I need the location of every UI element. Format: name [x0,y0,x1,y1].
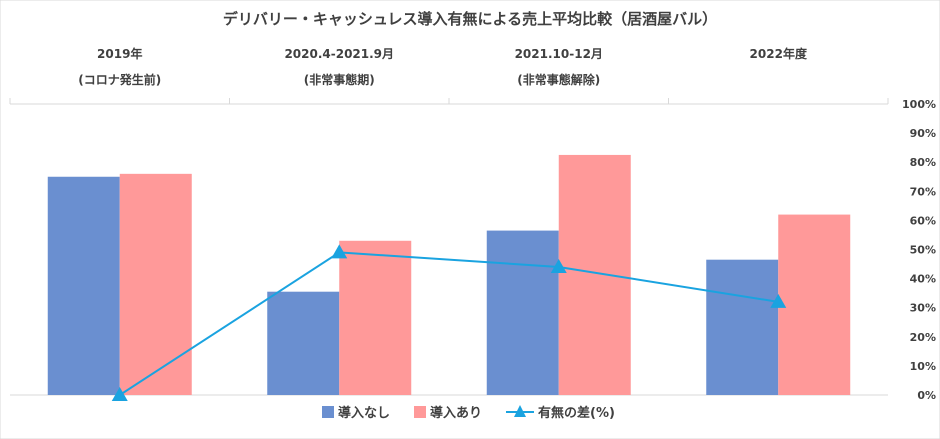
difference-marker [331,244,348,259]
legend-swatch [322,406,334,418]
category-label: (コロナ発生前) [78,72,161,87]
category-axis-ticks [9,98,889,104]
legend-label: 有無の差(%) [538,405,615,421]
bar-with [119,173,192,395]
y-tick-label: 10% [910,360,936,373]
legend-label: 導入なし [338,405,390,421]
category-label: 2019年 [97,46,142,61]
y-tick-label: 50% [910,244,936,257]
y-tick-label: 80% [910,156,936,169]
y-tick-label: 0% [917,389,936,402]
legend-item: 有無の差(%) [506,405,615,421]
y-tick-label: 100% [902,98,936,111]
bars [47,154,851,395]
difference-marker [550,258,567,273]
difference-marker [770,293,787,308]
y-tick-label: 60% [910,214,936,227]
legend-swatch [414,406,426,418]
bar-with [339,240,412,395]
bar-without [486,230,559,395]
category-label: 2021.10-12月 [515,47,603,61]
y-axis-ticks: 0% 10% 20% 30% 40% 50% 60% 70% 80% 90% 100% [902,98,936,402]
difference-line-path [119,251,779,396]
category-labels: 2019年 (コロナ発生前) 2020.4-2021.9月 (非常事態期) 2021.1… [78,46,808,87]
bar-with [558,154,631,395]
category-label: (非常事態解除) [517,72,600,87]
y-tick-label: 30% [910,302,936,315]
legend-marker [514,405,526,417]
legend: 導入なし 導入あり 有無の差(%) [322,405,615,421]
y-tick-label: 40% [910,273,936,286]
y-tick-label: 70% [910,185,936,198]
bar-with [778,214,851,395]
bar-without [267,291,340,395]
legend-item: 導入あり [414,405,482,421]
difference-line [111,244,787,401]
y-tick-label: 90% [910,127,936,140]
bar-without [47,176,120,395]
category-label: 2022年度 [750,46,808,61]
chart-title: デリバリー・キャッシュレス導入有無による売上平均比較（居酒屋バル） [223,10,717,28]
bar-without [706,259,779,395]
legend-label: 導入あり [430,405,482,421]
y-tick-label: 20% [910,331,936,344]
category-label: (非常事態期) [304,72,375,87]
category-label: 2020.4-2021.9月 [284,47,394,61]
difference-marker [111,387,128,401]
legend-item: 導入なし [322,405,390,421]
